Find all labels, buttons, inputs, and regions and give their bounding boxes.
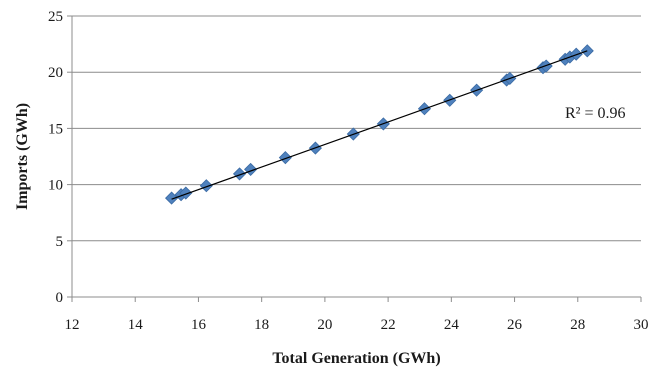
y-tick-label: 20 bbox=[48, 65, 63, 81]
y-axis-title: Imports (GWh) bbox=[14, 103, 31, 210]
x-tick-label: 20 bbox=[317, 317, 332, 333]
gridlines bbox=[72, 15, 641, 242]
x-tick-label: 12 bbox=[65, 317, 80, 333]
x-tick-label: 28 bbox=[570, 317, 585, 333]
data-point bbox=[278, 151, 292, 165]
x-tick-label: 14 bbox=[128, 317, 144, 333]
y-tick-label: 15 bbox=[48, 121, 63, 137]
r-squared-annotation: R² = 0.96 bbox=[565, 105, 626, 122]
x-tick-label: 30 bbox=[634, 317, 649, 333]
y-tick-label: 10 bbox=[48, 178, 63, 194]
x-tick-label: 22 bbox=[381, 317, 396, 333]
data-point bbox=[199, 179, 213, 193]
x-axis-title: Total Generation (GWh) bbox=[272, 350, 440, 367]
x-tick-label: 24 bbox=[444, 317, 460, 333]
y-tick-label: 0 bbox=[56, 290, 64, 306]
x-tick-label: 16 bbox=[191, 317, 207, 333]
x-tick-labels: 12 14 16 18 20 22 24 26 28 30 bbox=[65, 317, 649, 333]
axes bbox=[67, 15, 642, 302]
data-point bbox=[232, 167, 247, 181]
trendline bbox=[171, 50, 588, 200]
x-tick-label: 18 bbox=[254, 317, 269, 333]
y-tick-labels: 0 5 10 15 20 25 bbox=[48, 9, 63, 306]
y-tick-label: 25 bbox=[48, 9, 63, 25]
y-tick-label: 5 bbox=[56, 234, 64, 250]
x-tick-label: 26 bbox=[507, 317, 523, 333]
data-points bbox=[165, 44, 594, 205]
data-point bbox=[179, 186, 193, 200]
trendline-group bbox=[171, 50, 588, 200]
data-point bbox=[165, 191, 179, 205]
